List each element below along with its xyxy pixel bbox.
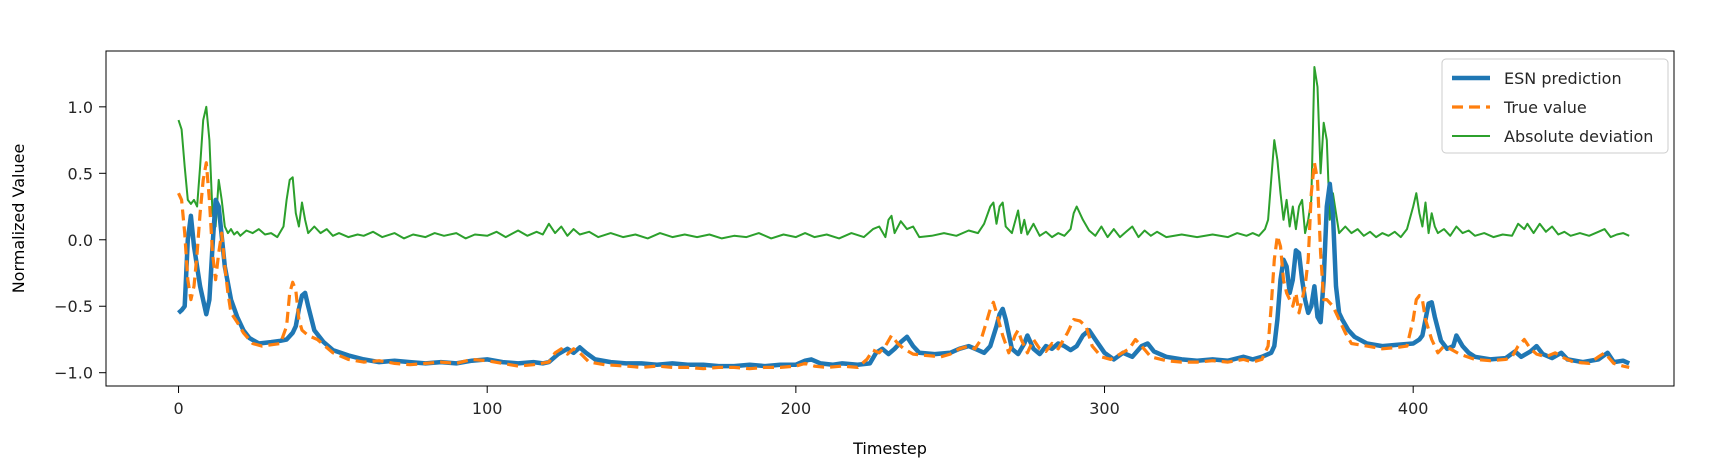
legend-box [1441,58,1669,154]
y-tick-label: −1.0 [54,364,93,383]
legend-label: ESN prediction [1504,69,1622,88]
series-layer [177,66,1631,371]
x-tick-label: 200 [781,399,812,418]
series-line-esn-prediction [177,181,1631,369]
legend: ESN prediction True value Absolute deviati… [1441,58,1669,154]
plot-frame [105,50,1675,387]
series-line-true-value [177,161,1630,371]
y-axis-label: Normalized Valuee [9,144,28,294]
y-axis: −1.0 −0.5 0.0 0.5 1.0 [54,98,106,383]
x-tick-label: 400 [1398,399,1429,418]
x-tick-label: 0 [173,399,183,418]
series-line-absolute-deviation [177,66,1630,240]
x-axis-label: Timestep [852,439,927,458]
y-tick-label: 1.0 [68,98,93,117]
legend-label: Absolute deviation [1504,127,1653,146]
x-tick-label: 300 [1089,399,1120,418]
x-axis: 0 100 200 300 400 [173,386,1428,418]
x-tick-label: 100 [472,399,503,418]
y-tick-label: −0.5 [54,297,93,316]
legend-label: True value [1503,98,1587,117]
y-tick-label: 0.5 [68,164,93,183]
y-tick-label: 0.0 [68,231,93,250]
